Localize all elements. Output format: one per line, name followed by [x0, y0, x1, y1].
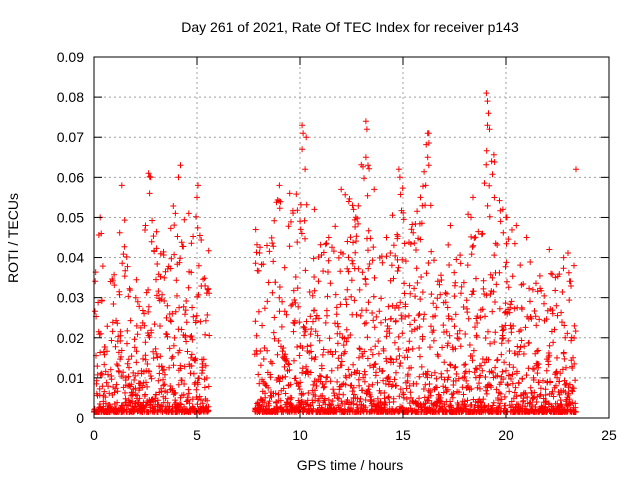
axis-ticks: [93, 56, 610, 419]
y-axis-title: ROTI / TECUs: [5, 193, 21, 283]
y-tick-label: 0.06: [57, 169, 84, 185]
y-tick-label: 0.08: [57, 89, 84, 105]
y-tick-label: 0.02: [57, 330, 84, 346]
chart-title: Day 261 of 2021, Rate Of TEC Index for r…: [181, 19, 519, 35]
y-tick-label: 0.09: [57, 49, 84, 65]
x-tick-label: 15: [395, 427, 411, 443]
y-tick-label: 0.05: [57, 209, 84, 225]
x-tick-label: 5: [193, 427, 201, 443]
x-axis-title: GPS time / hours: [297, 457, 404, 473]
tick-labels: 0 5 10 15 20 25 0 0.01 0.02 0.03 0.04 0.05 0.06 0.07 0…: [57, 49, 617, 443]
y-tick-label: 0.07: [57, 129, 84, 145]
x-tick-label: 10: [292, 427, 308, 443]
plot-frame: [93, 56, 610, 419]
y-tick-label: 0.04: [57, 250, 84, 266]
y-tick-label: 0.03: [57, 290, 84, 306]
x-tick-label: 20: [498, 427, 514, 443]
y-tick-label: 0: [76, 410, 84, 426]
x-tick-label: 0: [90, 427, 98, 443]
x-tick-label: 25: [601, 427, 617, 443]
y-tick-label: 0.01: [57, 370, 84, 386]
